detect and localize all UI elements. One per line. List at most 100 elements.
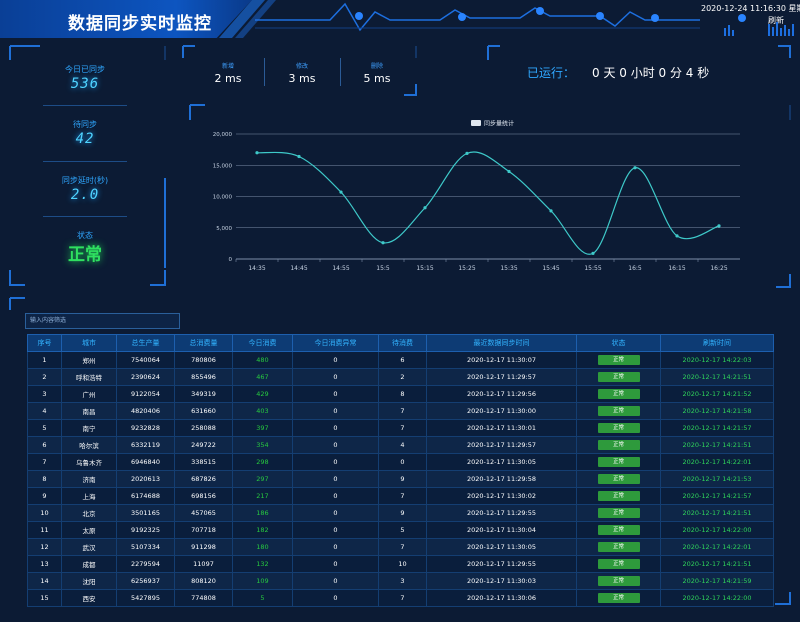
table-cell: 正常: [576, 436, 661, 454]
table-cell: 182: [232, 521, 293, 539]
column-header[interactable]: 刷新时间: [660, 334, 774, 352]
column-header[interactable]: 状态: [576, 334, 661, 352]
table-cell: 0: [292, 402, 379, 420]
chart-point[interactable]: [381, 241, 385, 245]
table-cell: 0: [292, 504, 379, 522]
table-cell: 2020613: [116, 470, 175, 488]
x-tick-label: 15:15: [416, 265, 433, 272]
table-cell: 10: [378, 555, 427, 573]
status-badge: 正常: [597, 440, 640, 450]
table-cell: 297: [232, 470, 293, 488]
chart-point[interactable]: [717, 224, 721, 228]
table-cell: 7: [378, 402, 427, 420]
table-cell: 258088: [174, 419, 233, 437]
table-cell: 6332119: [116, 436, 175, 454]
table-cell: 2020-12-17 11:30:05: [426, 538, 577, 556]
status-badge: 正常: [597, 542, 640, 552]
table-cell: 0: [378, 453, 427, 471]
column-header[interactable]: 总消费量: [174, 334, 233, 352]
table-cell: 南宁: [61, 419, 117, 437]
table-row[interactable]: 12 武汉 5107334 911298 180 0 7 2020-12-17 11:30:0…: [27, 538, 774, 556]
table-cell: 480: [232, 351, 293, 369]
x-tick-label: 15:55: [584, 265, 601, 272]
table-cell: 9: [27, 487, 62, 505]
column-header[interactable]: 今日消费: [232, 334, 293, 352]
table-cell: 西安: [61, 589, 117, 607]
table-cell: 6174688: [116, 487, 175, 505]
delete-time-value: 5 ms: [363, 72, 391, 85]
table-cell: 4: [27, 402, 62, 420]
table-row[interactable]: 9 上海 6174688 698156 217 0 7 2020-12-17 11:30:02…: [27, 487, 774, 505]
synced-today-label: 今日已同步: [65, 65, 105, 74]
header-bar: 数据同步实时监控 2020-12-24 11:16:30 星期四 刷新: [0, 0, 800, 38]
chart-point[interactable]: [633, 166, 637, 170]
filter-input[interactable]: [25, 313, 180, 329]
table-row[interactable]: 14 沈阳 6256937 808120 109 0 3 2020-12-17 11:30:0…: [27, 572, 774, 590]
chart-point[interactable]: [423, 206, 427, 210]
chart-y-axis: 0 5,000 10,000 15,000 20,000: [213, 132, 233, 263]
table-cell: 5: [27, 419, 62, 437]
table-row[interactable]: 6 哈尔滨 6332119 249722 354 0 4 2020-12-17 11:29:5…: [27, 436, 774, 454]
table-cell: 0: [292, 589, 379, 607]
table-row[interactable]: 7 乌鲁木齐 6946840 338515 298 0 0 2020-12-17 11:30:…: [27, 453, 774, 471]
signal-bars-decoration: [724, 22, 794, 36]
legend-label: 同步量统计: [484, 120, 514, 128]
table-cell: 2020-12-17 11:30:01: [426, 419, 577, 437]
table-cell: 911298: [174, 538, 233, 556]
table-cell: 9192325: [116, 521, 175, 539]
runtime-value: 0 天 0 小时 0 分 4 秒: [592, 66, 710, 80]
table-row[interactable]: 5 南宁 9232828 258088 397 0 7 2020-12-17 11:30:01…: [27, 419, 774, 437]
column-header[interactable]: 今日消费异常: [292, 334, 379, 352]
chart-point[interactable]: [507, 169, 511, 174]
table-cell: 3: [27, 385, 62, 403]
chart-point[interactable]: [465, 151, 469, 155]
table-cell: 3: [378, 572, 427, 590]
table-cell: 2020-12-17 11:30:05: [426, 453, 577, 471]
table-row[interactable]: 1 郑州 7540064 780806 480 0 6 2020-12-17 11:30:07…: [27, 351, 774, 369]
sync-table: 序号 城市 总生产量 总消费量 今日消费 今日消费异常 待消费 最近数据同步时间 状态 刷新时间 …: [27, 334, 774, 607]
table-cell: 成都: [61, 555, 117, 573]
status-badge: 正常: [597, 525, 640, 535]
table-cell: 11: [27, 521, 62, 539]
table-cell: 2020-12-17 11:29:56: [426, 385, 577, 403]
table-cell: 2020-12-17 14:21:51: [660, 368, 774, 386]
column-header[interactable]: 总生产量: [116, 334, 175, 352]
table-cell: 698156: [174, 487, 233, 505]
table-cell: 0: [292, 436, 379, 454]
table-row[interactable]: 3 广州 9122054 349319 429 0 8 2020-12-17 11:29:56…: [27, 385, 774, 403]
chart-point[interactable]: [591, 251, 595, 255]
x-tick-label: 15:5: [376, 265, 390, 272]
refresh-button[interactable]: 刷新: [768, 16, 784, 25]
status-badge: 正常: [597, 355, 640, 365]
table-cell: 2: [378, 368, 427, 386]
table-row[interactable]: 2 呼和浩特 2390624 855496 467 0 2 2020-12-17 11:29:…: [27, 368, 774, 386]
chart-point[interactable]: [339, 190, 343, 194]
table-cell: 0: [292, 521, 379, 539]
table-cell: 正常: [576, 470, 661, 488]
column-header[interactable]: 城市: [61, 334, 117, 352]
table-cell: 2020-12-17 14:21:51: [660, 504, 774, 522]
chart-point[interactable]: [297, 154, 301, 159]
x-tick-label: 16:5: [628, 265, 642, 272]
table-row[interactable]: 13 成都 2279594 11097 132 0 10 2020-12-17 11:29:5…: [27, 555, 774, 573]
table-cell: 2020-12-17 11:29:58: [426, 470, 577, 488]
chart-legend[interactable]: 同步量统计: [471, 120, 514, 128]
chart-point[interactable]: [549, 209, 553, 213]
table-row[interactable]: 11 太原 9192325 707718 182 0 5 2020-12-17 11:30:0…: [27, 521, 774, 539]
column-header[interactable]: 最近数据同步时间: [426, 334, 577, 352]
column-header[interactable]: 待消费: [378, 334, 427, 352]
table-cell: 太原: [61, 521, 117, 539]
column-header[interactable]: 序号: [27, 334, 62, 352]
table-row[interactable]: 15 西安 5427895 774808 5 0 7 2020-12-17 11:30:06 正…: [27, 589, 774, 607]
sync-delay-label: 同步延时(秒): [61, 176, 109, 185]
table-cell: 呼和浩特: [61, 368, 117, 386]
table-cell: 2279594: [116, 555, 175, 573]
chart-point[interactable]: [255, 151, 259, 155]
table-row[interactable]: 4 南昌 4820406 631660 403 0 7 2020-12-17 11:30:00…: [27, 402, 774, 420]
table-row[interactable]: 10 北京 3501165 457065 186 0 9 2020-12-17 11:29:5…: [27, 504, 774, 522]
table-cell: 正常: [576, 385, 661, 403]
table-cell: 正常: [576, 555, 661, 573]
chart-point[interactable]: [675, 234, 679, 238]
table-row[interactable]: 8 济南 2020613 687826 297 0 9 2020-12-17 11:29:58…: [27, 470, 774, 488]
